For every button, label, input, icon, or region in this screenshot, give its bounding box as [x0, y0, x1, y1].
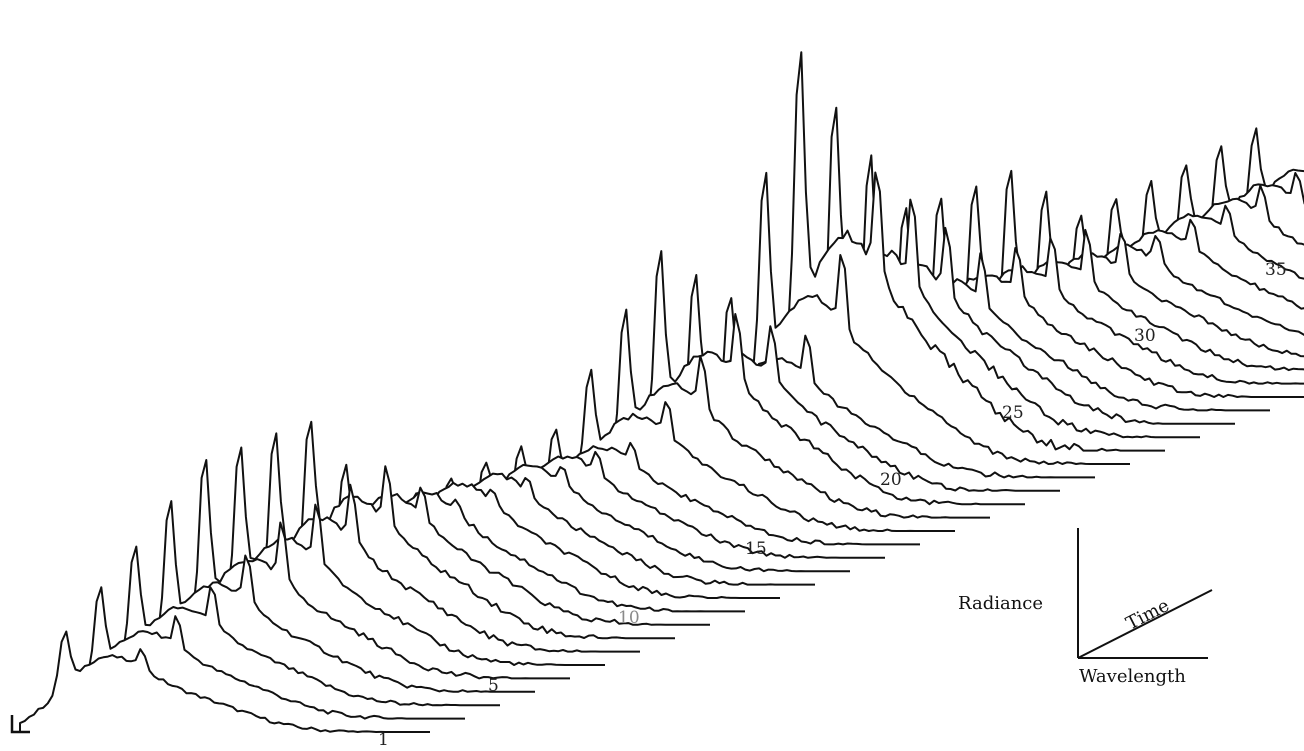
- time-tick-30: 30: [1134, 326, 1156, 346]
- time-tick-20: 20: [880, 470, 902, 490]
- axis-key-radiance-label: Radiance: [958, 593, 1043, 614]
- axis-key-time-axis: [1077, 589, 1213, 659]
- time-tick-10: 10: [618, 608, 640, 628]
- axis-key: Radiance Wavelength Time: [958, 528, 1213, 687]
- spectra-traces: [19, 51, 1304, 733]
- time-tick-25: 25: [1002, 403, 1024, 423]
- time-tick-5: 5: [488, 676, 499, 696]
- time-tick-15: 15: [745, 539, 767, 559]
- axis-key-time-label: Time: [1123, 595, 1173, 634]
- axis-key-wavelength-label: Wavelength: [1079, 666, 1186, 687]
- time-tick-35: 35: [1265, 260, 1287, 280]
- time-tick-1: 1: [378, 730, 389, 750]
- corner-mark: [10, 715, 30, 734]
- spectrum-trace-1: [19, 630, 430, 733]
